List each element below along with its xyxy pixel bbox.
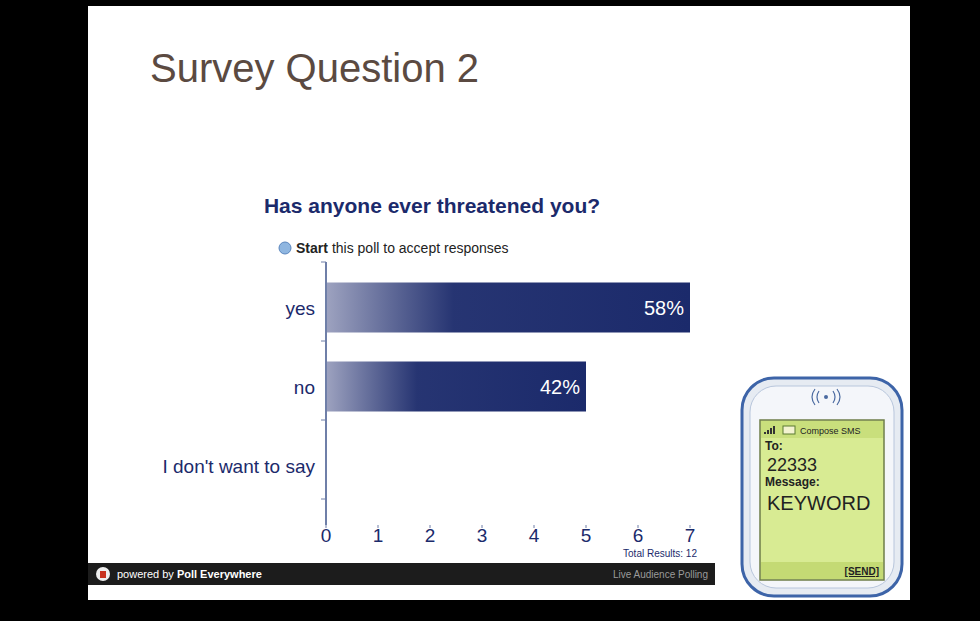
category-tick bbox=[321, 499, 326, 500]
tick-label: 5 bbox=[581, 525, 592, 546]
slide-title: Survey Question 2 bbox=[150, 46, 479, 90]
page: Survey Question 2 Has anyone ever threate… bbox=[0, 0, 980, 621]
total-results: Total Results: 12 bbox=[623, 548, 697, 559]
bar bbox=[326, 283, 690, 333]
tick-label: 7 bbox=[685, 525, 696, 546]
brand: Poll Everywhere bbox=[177, 568, 262, 580]
tick-label: 1 bbox=[373, 525, 384, 546]
powered-by: powered byPoll Everywhere bbox=[117, 568, 262, 580]
status-bar bbox=[761, 421, 883, 438]
data-label: 42% bbox=[540, 376, 580, 398]
envelope-icon bbox=[783, 426, 795, 434]
sms-header: Compose SMS bbox=[800, 426, 861, 436]
message: KEYWORD bbox=[767, 492, 870, 514]
to-label: To: bbox=[765, 439, 783, 453]
chart-title: Has anyone ever threatened you? bbox=[264, 194, 600, 217]
to-number: 22333 bbox=[767, 455, 817, 475]
category-axis bbox=[325, 262, 327, 525]
slide bbox=[88, 6, 910, 600]
category-tick bbox=[321, 420, 326, 421]
tick-label: 3 bbox=[477, 525, 488, 546]
category-tick bbox=[321, 341, 326, 342]
category-label: yes bbox=[285, 298, 315, 319]
send-key: [SEND] bbox=[845, 566, 879, 577]
category-label: no bbox=[294, 377, 315, 398]
footer-logo-mark bbox=[100, 571, 106, 578]
soft-key-bar bbox=[761, 562, 883, 579]
tick-label: 2 bbox=[425, 525, 436, 546]
phone-screen bbox=[760, 420, 884, 580]
start-prompt: Startthis poll to accept responses bbox=[296, 240, 509, 256]
message-label: Message: bbox=[765, 475, 820, 489]
bar bbox=[326, 362, 586, 412]
footer-logo bbox=[96, 567, 110, 581]
phone-body bbox=[742, 378, 902, 596]
footer-bar bbox=[88, 563, 715, 585]
tick-label: 6 bbox=[633, 525, 644, 546]
category-tick bbox=[321, 262, 326, 263]
start-rest: this poll to accept responses bbox=[332, 240, 509, 256]
tick-label: 0 bbox=[321, 525, 332, 546]
phone-inner bbox=[750, 386, 894, 588]
signal-waves bbox=[812, 389, 840, 405]
start-icon bbox=[279, 242, 291, 254]
bars bbox=[326, 283, 690, 412]
tick-label: 4 bbox=[529, 525, 540, 546]
background bbox=[0, 0, 980, 621]
data-label: 58% bbox=[644, 297, 684, 319]
signal-bars bbox=[765, 426, 774, 434]
signal-dot bbox=[824, 395, 828, 399]
category-label: I don't want to say bbox=[162, 456, 315, 477]
tagline: Live Audience Polling bbox=[613, 569, 708, 580]
powered-by-text: powered by bbox=[117, 568, 174, 580]
start-word: Start bbox=[296, 240, 328, 256]
